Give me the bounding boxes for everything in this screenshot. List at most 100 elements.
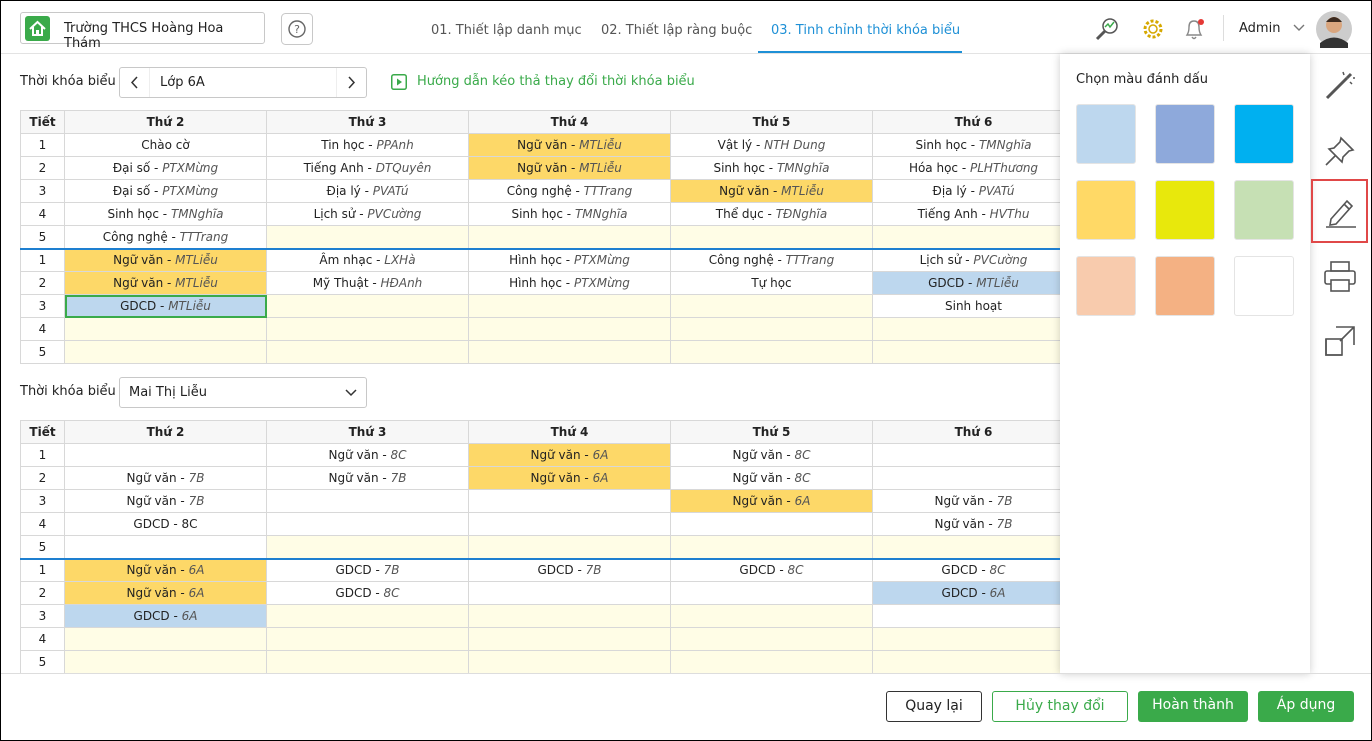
lesson-cell[interactable]: Hình học - PTXMừng bbox=[469, 272, 671, 295]
lesson-cell[interactable] bbox=[671, 318, 873, 341]
lesson-cell[interactable]: Ngữ văn - 7B bbox=[873, 513, 1060, 536]
highlight-tool-active[interactable] bbox=[1311, 179, 1368, 243]
lesson-cell[interactable] bbox=[873, 605, 1060, 628]
lesson-cell[interactable]: GDCD - MTLiễu bbox=[873, 272, 1060, 295]
color-swatch[interactable] bbox=[1234, 256, 1294, 316]
tab[interactable]: 02. Thiết lập ràng buộc bbox=[601, 23, 753, 38]
school-selector[interactable]: Trường THCS Hoàng Hoa Thám bbox=[20, 12, 265, 51]
lesson-cell[interactable]: GDCD - 7B bbox=[469, 559, 671, 582]
lesson-cell[interactable] bbox=[469, 295, 671, 318]
lesson-cell[interactable] bbox=[873, 318, 1060, 341]
lesson-cell[interactable]: Tự học bbox=[671, 272, 873, 295]
lesson-cell[interactable]: Công nghệ - TTTrang bbox=[671, 249, 873, 272]
color-swatch[interactable] bbox=[1076, 104, 1136, 164]
play-icon[interactable] bbox=[391, 74, 407, 90]
lesson-cell[interactable] bbox=[267, 318, 469, 341]
lesson-cell[interactable] bbox=[469, 490, 671, 513]
lesson-cell[interactable]: Vật lý - NTH Dung bbox=[671, 134, 873, 157]
lesson-cell[interactable] bbox=[65, 628, 267, 651]
lesson-cell[interactable]: Tin học - PPAnh bbox=[267, 134, 469, 157]
lesson-cell[interactable]: Đại số - PTXMừng bbox=[65, 157, 267, 180]
lesson-cell[interactable]: GDCD - 8C bbox=[671, 559, 873, 582]
color-swatch[interactable] bbox=[1076, 256, 1136, 316]
highlighter-icon[interactable] bbox=[1323, 195, 1357, 229]
lesson-cell[interactable] bbox=[469, 226, 671, 249]
lesson-cell[interactable] bbox=[267, 490, 469, 513]
lesson-cell[interactable]: Ngữ văn - 6A bbox=[469, 444, 671, 467]
lesson-cell[interactable] bbox=[671, 295, 873, 318]
lesson-cell[interactable]: Đại số - PTXMừng bbox=[65, 180, 267, 203]
lesson-cell[interactable]: Sinh học - TMNghĩa bbox=[65, 203, 267, 226]
lesson-cell[interactable] bbox=[469, 513, 671, 536]
lesson-cell[interactable]: Mỹ Thuật - HĐAnh bbox=[267, 272, 469, 295]
color-swatch[interactable] bbox=[1076, 180, 1136, 240]
lesson-cell[interactable]: Sinh học - TMNghĩa bbox=[671, 157, 873, 180]
lesson-cell[interactable] bbox=[267, 226, 469, 249]
user-chevron[interactable] bbox=[1293, 23, 1305, 33]
lesson-cell[interactable] bbox=[65, 536, 267, 559]
lesson-cell[interactable] bbox=[65, 318, 267, 341]
lesson-cell[interactable]: Âm nhạc - LXHà bbox=[267, 249, 469, 272]
lesson-cell[interactable]: Thể dục - TĐNghĩa bbox=[671, 203, 873, 226]
lesson-cell[interactable]: Công nghệ - TTTrang bbox=[469, 180, 671, 203]
lesson-cell[interactable]: GDCD - 8C bbox=[65, 513, 267, 536]
lesson-cell[interactable]: Sinh học - TMNghĩa bbox=[873, 134, 1060, 157]
lesson-cell[interactable]: Ngữ văn - MTLiễu bbox=[671, 180, 873, 203]
lesson-cell[interactable]: Sinh hoạt bbox=[873, 295, 1060, 318]
lesson-cell[interactable] bbox=[267, 605, 469, 628]
lesson-cell[interactable] bbox=[469, 341, 671, 364]
lesson-cell[interactable]: Hóa học - PLHThương bbox=[873, 157, 1060, 180]
color-swatch[interactable] bbox=[1155, 104, 1215, 164]
lesson-cell[interactable] bbox=[267, 536, 469, 559]
lesson-cell[interactable] bbox=[671, 513, 873, 536]
lesson-cell[interactable]: Ngữ văn - 7B bbox=[267, 467, 469, 490]
lesson-cell[interactable] bbox=[873, 226, 1060, 249]
lesson-cell[interactable]: GDCD - 7B bbox=[267, 559, 469, 582]
lesson-cell[interactable]: GDCD - 6A bbox=[873, 582, 1060, 605]
lesson-cell[interactable] bbox=[873, 628, 1060, 651]
lesson-cell[interactable]: Địa lý - PVATú bbox=[873, 180, 1060, 203]
lesson-cell[interactable]: Ngữ văn - 6A bbox=[65, 582, 267, 605]
lesson-cell[interactable] bbox=[873, 651, 1060, 673]
lesson-cell[interactable]: Địa lý - PVATú bbox=[267, 180, 469, 203]
lesson-cell[interactable] bbox=[873, 341, 1060, 364]
pin-icon[interactable] bbox=[1323, 134, 1357, 168]
lesson-cell[interactable] bbox=[267, 513, 469, 536]
lesson-cell[interactable]: Hình học - PTXMừng bbox=[469, 249, 671, 272]
lesson-cell[interactable] bbox=[671, 651, 873, 673]
lesson-cell[interactable]: GDCD - MTLiễu bbox=[65, 295, 267, 318]
finish-button[interactable]: Hoàn thành bbox=[1138, 691, 1248, 722]
lesson-cell[interactable]: Ngữ văn - 6A bbox=[469, 467, 671, 490]
lesson-cell[interactable]: Tiếng Anh - DTQuyên bbox=[267, 157, 469, 180]
settings-icon[interactable] bbox=[1140, 16, 1166, 42]
lesson-cell[interactable]: Ngữ văn - MTLiễu bbox=[469, 157, 671, 180]
lesson-cell[interactable] bbox=[873, 467, 1060, 490]
lesson-cell[interactable] bbox=[671, 536, 873, 559]
lesson-cell[interactable]: Ngữ văn - 6A bbox=[65, 559, 267, 582]
color-swatch[interactable] bbox=[1155, 180, 1215, 240]
lesson-cell[interactable]: Ngữ văn - 8C bbox=[671, 467, 873, 490]
lesson-cell[interactable]: Chào cờ bbox=[65, 134, 267, 157]
lesson-cell[interactable] bbox=[671, 605, 873, 628]
lesson-cell[interactable]: Sinh học - TMNghĩa bbox=[469, 203, 671, 226]
cancel-button[interactable]: Hủy thay đổi bbox=[992, 691, 1128, 722]
color-swatch[interactable] bbox=[1155, 256, 1215, 316]
lesson-cell[interactable] bbox=[65, 444, 267, 467]
next-button[interactable] bbox=[336, 68, 366, 97]
lesson-cell[interactable] bbox=[671, 341, 873, 364]
lesson-cell[interactable] bbox=[671, 628, 873, 651]
class-selector[interactable]: Lớp 6A bbox=[119, 67, 367, 98]
lesson-cell[interactable] bbox=[671, 226, 873, 249]
lesson-cell[interactable]: Tiếng Anh - HVThu bbox=[873, 203, 1060, 226]
lesson-cell[interactable]: GDCD - 8C bbox=[267, 582, 469, 605]
lesson-cell[interactable]: Lịch sử - PVCường bbox=[267, 203, 469, 226]
user-name[interactable]: Admin bbox=[1239, 21, 1281, 36]
print-icon[interactable] bbox=[1322, 259, 1358, 295]
tab[interactable]: 03. Tinh chỉnh thời khóa biểu bbox=[771, 23, 961, 38]
lesson-cell[interactable]: Ngữ văn - 7B bbox=[65, 467, 267, 490]
avatar[interactable] bbox=[1315, 10, 1353, 48]
lesson-cell[interactable] bbox=[65, 341, 267, 364]
notification-icon[interactable] bbox=[1180, 15, 1208, 43]
lesson-cell[interactable]: Ngữ văn - MTLiễu bbox=[65, 272, 267, 295]
lesson-cell[interactable]: Lịch sử - PVCường bbox=[873, 249, 1060, 272]
